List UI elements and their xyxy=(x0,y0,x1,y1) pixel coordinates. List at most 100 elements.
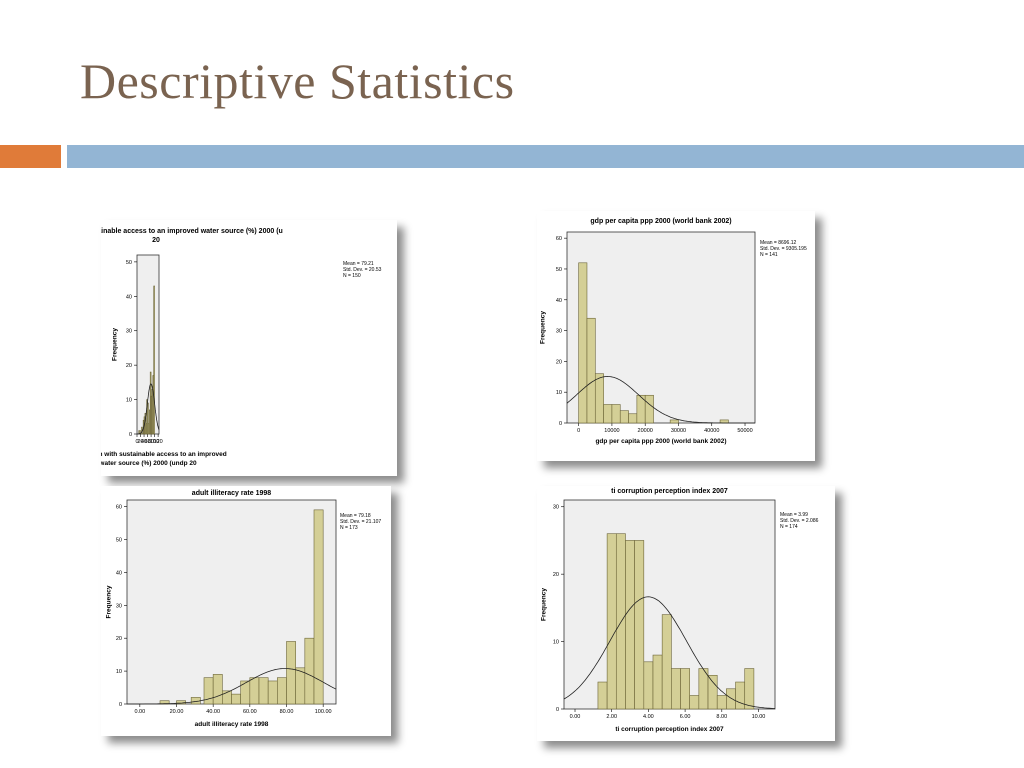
gdp-chart-svg: gdp per capita ppp 2000 (world bank 2002… xyxy=(540,218,807,445)
x-axis-label: water source (%) 2000 (undp 20 xyxy=(101,460,197,467)
y-tick-label: 0 xyxy=(129,432,132,438)
y-tick-label: 20 xyxy=(556,359,562,365)
y-tick-label: 60 xyxy=(116,505,122,511)
histogram-bar xyxy=(286,641,296,705)
histogram-bar xyxy=(634,540,645,710)
chart-title: population with sustainable access to an… xyxy=(101,228,283,235)
histogram-bar xyxy=(147,402,149,435)
x-tick-label: 80.00 xyxy=(280,709,294,715)
histogram-bar xyxy=(680,668,690,710)
histogram-bar xyxy=(735,681,746,710)
x-axis-label: gdp per capita ppp 2000 (world bank 2002… xyxy=(595,438,726,445)
y-tick-label: 10 xyxy=(556,390,562,396)
x-axis-label: ti corruption perception index 2007 xyxy=(615,726,724,733)
x-axis-label: adult illiteracy rate 1998 xyxy=(195,721,269,728)
gdp-per-capita-histogram: gdp per capita ppp 2000 (world bank 2002… xyxy=(537,211,815,461)
histogram-bar xyxy=(644,394,654,424)
y-tick-label: 20 xyxy=(553,572,559,578)
x-tick-label: 0 xyxy=(577,428,580,434)
y-tick-label: 10 xyxy=(126,398,132,404)
x-axis-label: population with sustainable access to an… xyxy=(101,451,227,458)
x-tick-label: 30000 xyxy=(671,428,686,434)
histogram-bar xyxy=(594,373,604,424)
histogram-bar xyxy=(586,317,596,424)
stats-text: Std. Dev. = 20.53 xyxy=(343,267,382,273)
stats-text: Std. Dev. = 21.107 xyxy=(340,519,381,525)
y-tick-label: 20 xyxy=(126,363,132,369)
x-tick-label: 0.00 xyxy=(570,714,581,720)
x-tick-label: 40.00 xyxy=(206,709,220,715)
y-axis-label: Frequency xyxy=(112,328,119,361)
histogram-bar xyxy=(628,413,638,424)
histogram-bar xyxy=(249,677,260,705)
y-tick-label: 30 xyxy=(126,329,132,335)
normal-curve xyxy=(566,375,755,424)
histogram-bar xyxy=(625,540,635,710)
histogram-bar xyxy=(744,668,755,710)
normal-curve xyxy=(563,596,775,709)
stats-text: N = 173 xyxy=(340,525,358,531)
histogram-bar xyxy=(726,688,736,710)
y-axis-label: Frequency xyxy=(541,588,548,621)
x-tick-label: 120 xyxy=(154,439,163,445)
x-tick-label: 60.00 xyxy=(243,709,257,715)
y-tick-label: 10 xyxy=(116,669,122,675)
x-tick-label: 60 xyxy=(144,439,150,445)
x-tick-label: 10.00 xyxy=(752,714,766,720)
y-tick-label: 60 xyxy=(556,236,562,242)
histogram-bar xyxy=(661,614,672,710)
chart-title: adult illiteracy rate 1998 xyxy=(192,490,271,497)
histogram-bar xyxy=(619,410,629,424)
normal-curve xyxy=(137,383,160,435)
corruption-chart-svg: ti corruption perception index 2007 0 10 20… xyxy=(541,488,819,733)
y-tick-label: 40 xyxy=(116,570,122,576)
histogram-bar xyxy=(313,509,324,705)
y-tick-label: 50 xyxy=(116,537,122,543)
x-tick-label: 6.00 xyxy=(680,714,691,720)
stats-text: Mean = 8696.12 xyxy=(760,240,796,246)
x-tick-label: 40000 xyxy=(704,428,719,434)
x-tick-label: 8.00 xyxy=(716,714,727,720)
x-tick-label: 50000 xyxy=(737,428,752,434)
y-axis-label: Frequency xyxy=(540,311,547,344)
y-tick-label: 50 xyxy=(556,267,562,273)
x-tick-label: 20000 xyxy=(638,428,653,434)
y-tick-label: 10 xyxy=(553,640,559,646)
illiteracy-chart-svg: adult illiteracy rate 1998 0 10 20 30 40 50 60 0… xyxy=(106,490,382,728)
water-access-histogram: population with sustainable access to an… xyxy=(101,220,397,476)
y-tick-label: 0 xyxy=(559,421,562,427)
x-tick-label: 80 xyxy=(148,439,154,445)
x-tick-label: 100.00 xyxy=(315,709,332,715)
histogram-bar xyxy=(652,654,663,710)
chart-title: ti corruption perception index 2007 xyxy=(611,488,728,495)
histogram-bar xyxy=(689,695,700,710)
chart-title: gdp per capita ppp 2000 (world bank 2002… xyxy=(590,218,731,225)
histogram-bar xyxy=(643,661,654,710)
x-tick-label: 0 xyxy=(135,439,138,445)
histogram-bar xyxy=(267,680,278,705)
histogram-bar xyxy=(153,285,155,435)
y-tick-label: 0 xyxy=(556,707,559,713)
histogram-bar xyxy=(671,668,681,710)
x-tick-label: 2.00 xyxy=(606,714,617,720)
histogram-bar xyxy=(716,695,727,710)
histogram-bar xyxy=(304,637,315,705)
histogram-bar xyxy=(597,681,608,710)
stats-text: Std. Dev. = 2.086 xyxy=(780,518,819,524)
y-tick-label: 30 xyxy=(553,505,559,511)
histogram-bar xyxy=(611,404,621,424)
histogram-bar xyxy=(606,533,617,710)
y-tick-label: 30 xyxy=(116,603,122,609)
stats-text: Mean = 3.99 xyxy=(780,512,808,518)
x-tick-label: 20.00 xyxy=(170,709,184,715)
y-tick-label: 40 xyxy=(126,294,132,300)
water-access-chart-svg: population with sustainable access to an… xyxy=(101,228,382,467)
normal-curve xyxy=(127,668,337,705)
histogram-bar xyxy=(295,667,306,705)
stats-text: N = 150 xyxy=(343,273,361,279)
y-tick-label: 40 xyxy=(556,298,562,304)
x-tick-label: 10000 xyxy=(604,428,619,434)
stats-text: Mean = 79.18 xyxy=(340,513,371,519)
x-tick-label: 20 xyxy=(137,439,143,445)
accent-bar-orange xyxy=(0,145,61,168)
